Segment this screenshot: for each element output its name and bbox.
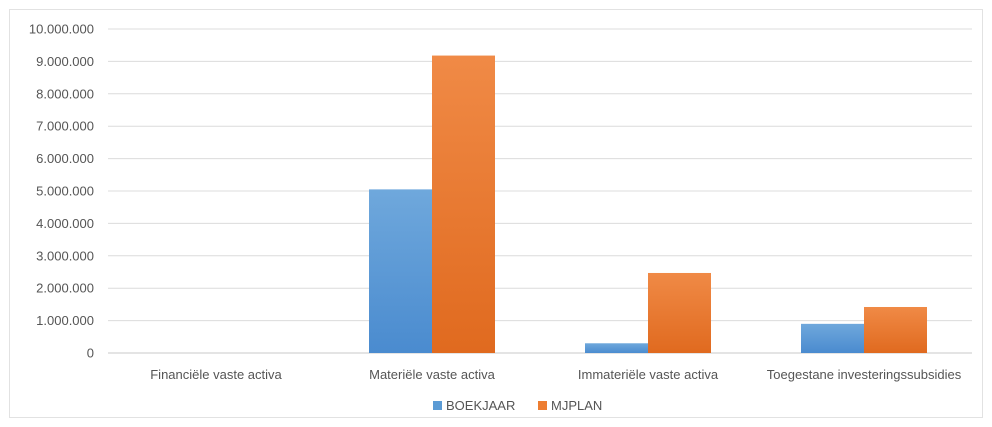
x-category-label: Materiële vaste activa (369, 367, 495, 382)
x-category-label: Immateriële vaste activa (578, 367, 719, 382)
legend-label: BOEKJAAR (446, 398, 515, 413)
y-axis: 0 1.000.000 2.000.000 3.000.000 4.000.000 5.0… (29, 22, 94, 361)
x-category-label: Toegestane investeringssubsidies (767, 367, 962, 382)
y-tick-label: 4.000.000 (36, 216, 94, 231)
bar-mjplan (648, 272, 711, 353)
legend-swatch (538, 401, 547, 410)
y-tick-label: 1.000.000 (36, 313, 94, 328)
legend: BOEKJAAR MJPLAN (433, 398, 602, 413)
gridlines (108, 28, 972, 354)
bars (369, 55, 927, 354)
bar-mjplan (864, 306, 927, 353)
y-tick-label: 5.000.000 (36, 184, 94, 199)
legend-swatch (433, 401, 442, 410)
x-axis: Financiële vaste activa Materiële vaste a… (150, 367, 961, 382)
y-tick-label: 7.000.000 (36, 119, 94, 134)
y-tick-label: 2.000.000 (36, 281, 94, 296)
bar-boekjaar (801, 323, 864, 353)
y-tick-label: 3.000.000 (36, 248, 94, 263)
y-tick-label: 8.000.000 (36, 86, 94, 101)
x-category-label: Financiële vaste activa (150, 367, 282, 382)
bar-boekjaar (585, 343, 648, 353)
legend-label: MJPLAN (551, 398, 602, 413)
y-tick-label: 10.000.000 (29, 22, 94, 37)
bar-mjplan (432, 55, 495, 354)
y-tick-label: 6.000.000 (36, 151, 94, 166)
y-tick-label: 9.000.000 (36, 54, 94, 69)
y-tick-label: 0 (87, 346, 94, 361)
bar-boekjaar (369, 189, 432, 353)
